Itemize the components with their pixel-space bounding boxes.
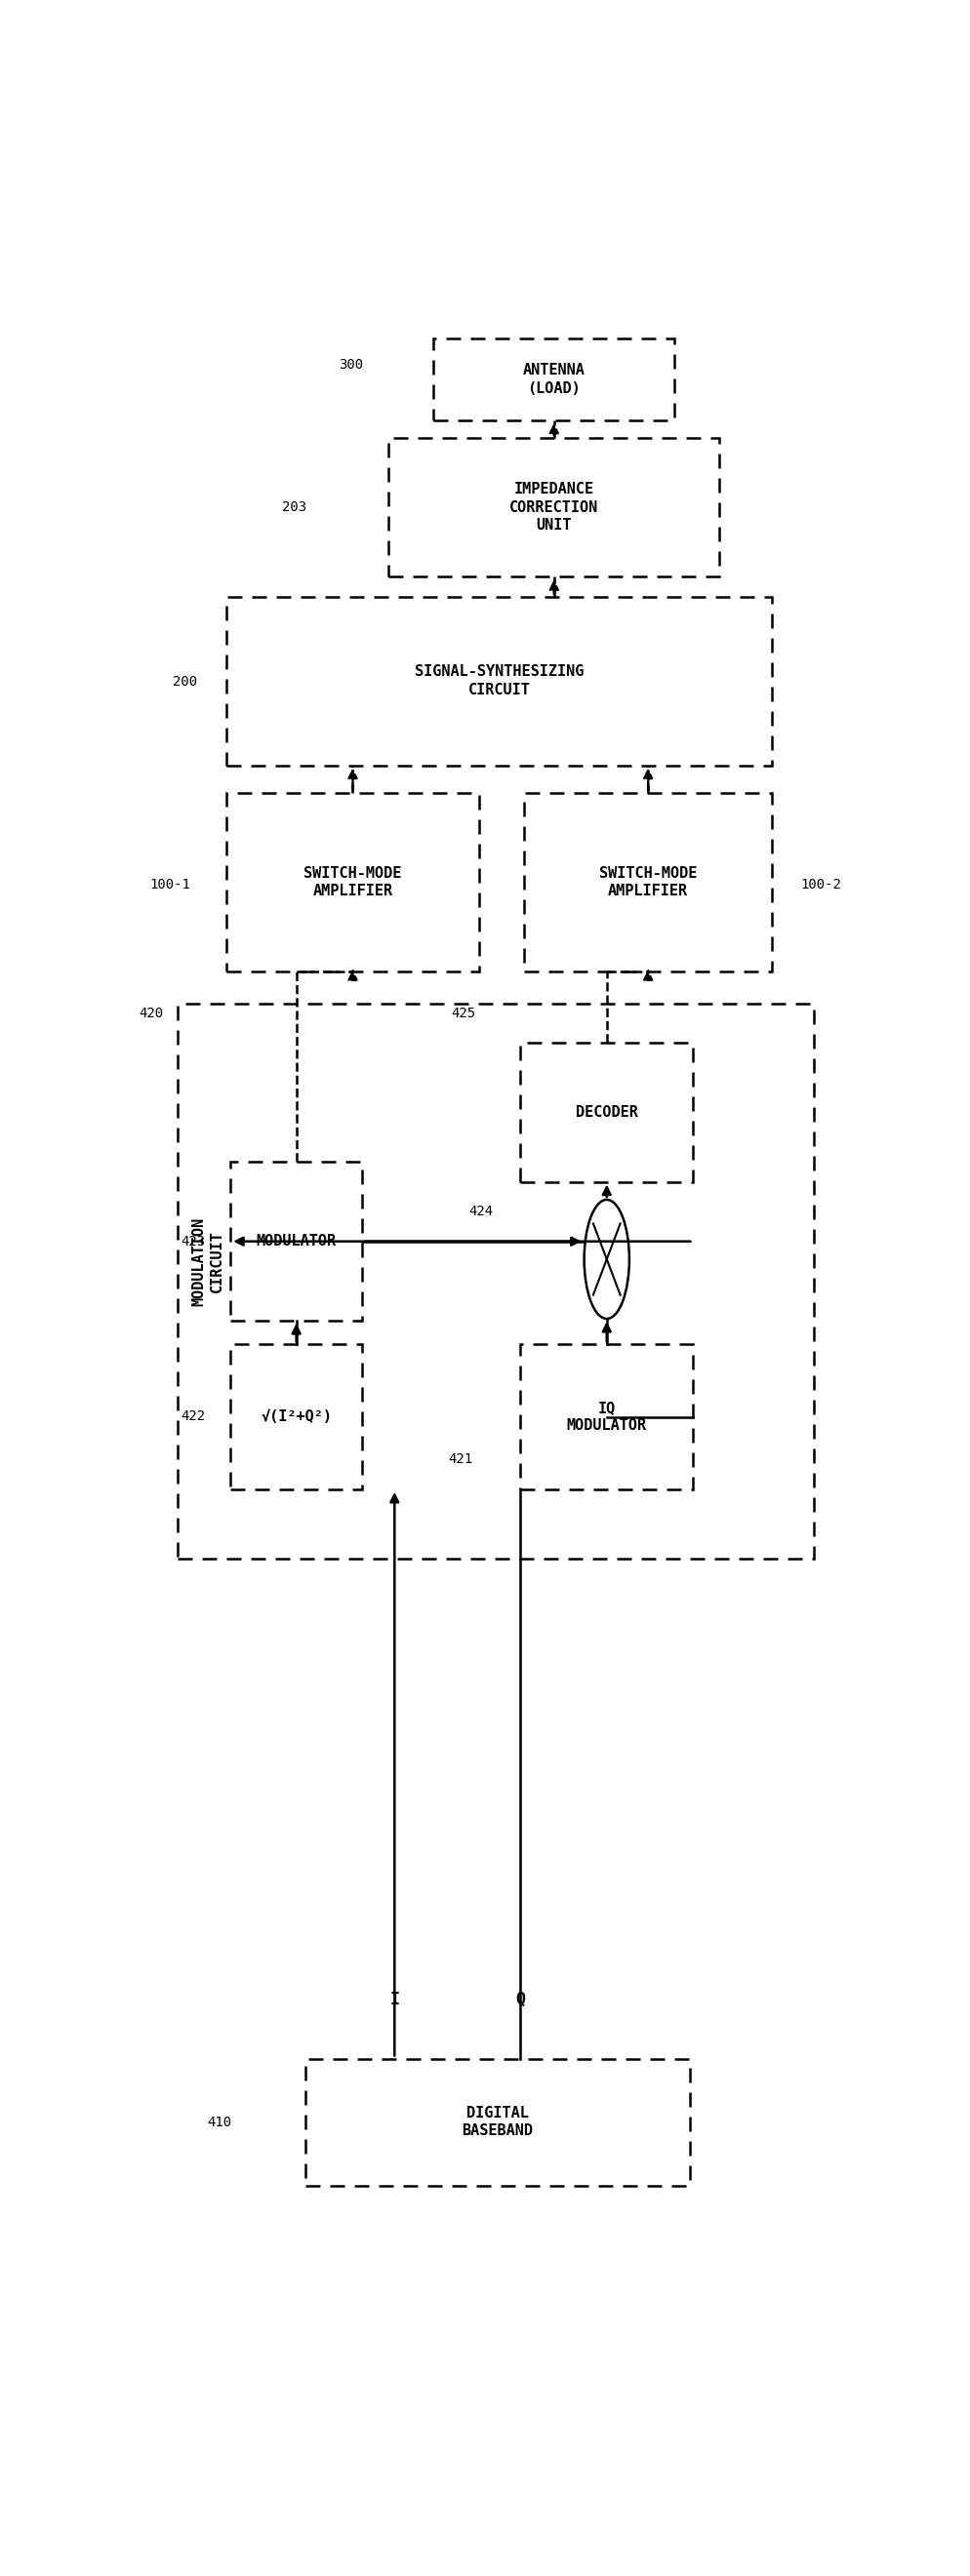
Text: ANTENNA
(LOAD): ANTENNA (LOAD) — [523, 363, 585, 397]
Text: 410: 410 — [207, 2115, 231, 2128]
Text: DIGITAL
BASEBAND: DIGITAL BASEBAND — [462, 2105, 533, 2138]
Text: MODULATOR: MODULATOR — [256, 1234, 336, 1249]
Text: IQ
MODULATOR: IQ MODULATOR — [566, 1401, 646, 1432]
Text: √(I²+Q²): √(I²+Q²) — [261, 1409, 332, 1425]
Text: 425: 425 — [451, 1007, 475, 1020]
Text: 420: 420 — [139, 1007, 164, 1020]
Bar — [520, 1345, 693, 1489]
Bar — [434, 340, 674, 420]
Text: 200: 200 — [173, 675, 198, 688]
Text: Q: Q — [515, 1991, 525, 2007]
Bar — [178, 1005, 813, 1558]
Text: IMPEDANCE
CORRECTION
UNIT: IMPEDANCE CORRECTION UNIT — [509, 482, 598, 533]
Text: 100-1: 100-1 — [149, 878, 190, 891]
Bar — [524, 793, 771, 971]
Bar — [227, 793, 478, 971]
Text: 423: 423 — [180, 1234, 205, 1249]
Bar — [388, 438, 719, 577]
Bar — [230, 1162, 362, 1321]
Bar — [230, 1345, 362, 1489]
Text: 300: 300 — [339, 358, 363, 371]
Bar — [227, 598, 771, 765]
Text: 203: 203 — [282, 500, 307, 515]
Text: 424: 424 — [469, 1206, 493, 1218]
Bar — [520, 1043, 693, 1182]
Text: 422: 422 — [180, 1409, 205, 1422]
Text: SIGNAL-SYNTHESIZING
CIRCUIT: SIGNAL-SYNTHESIZING CIRCUIT — [414, 665, 584, 698]
Text: SWITCH-MODE
AMPLIFIER: SWITCH-MODE AMPLIFIER — [304, 866, 402, 899]
Text: 421: 421 — [447, 1453, 471, 1466]
Text: DECODER: DECODER — [575, 1105, 637, 1121]
Text: 100-2: 100-2 — [800, 878, 841, 891]
Bar — [306, 2058, 689, 2184]
Text: SWITCH-MODE
AMPLIFIER: SWITCH-MODE AMPLIFIER — [598, 866, 696, 899]
Text: MODULATION
CIRCUIT: MODULATION CIRCUIT — [191, 1216, 224, 1306]
Text: I: I — [389, 1991, 399, 2007]
